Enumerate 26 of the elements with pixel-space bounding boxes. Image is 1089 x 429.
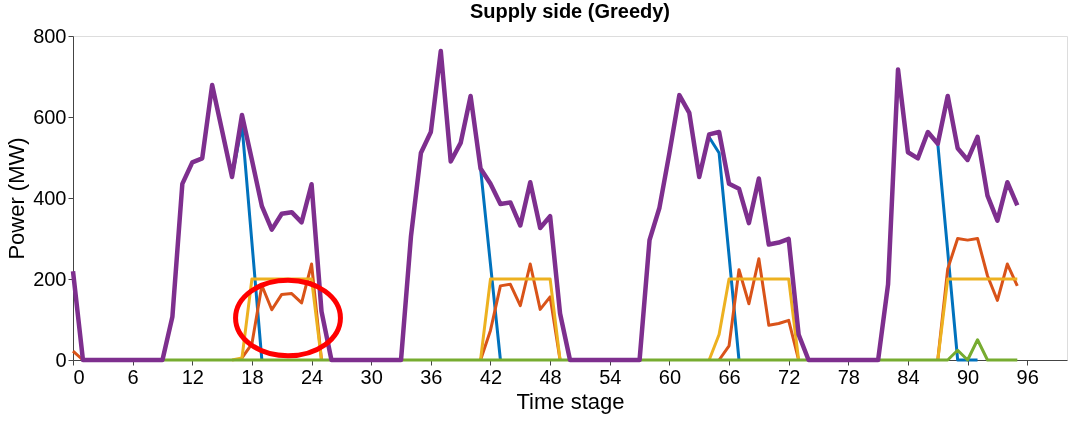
x-axis-title: Time stage	[516, 388, 625, 414]
x-tick-label: 48	[539, 365, 562, 388]
x-tick-label: 30	[360, 365, 383, 388]
x-tick-label: 6	[127, 365, 139, 388]
y-axis-title: Power (MW)	[4, 137, 30, 260]
y-tick-label: 600	[33, 105, 67, 128]
x-tick-label: 96	[1016, 365, 1039, 388]
x-tick-label: 18	[241, 365, 264, 388]
y-tick-label: 800	[33, 24, 67, 47]
x-tick-label: 54	[599, 365, 622, 388]
x-tick-label: 84	[897, 365, 920, 388]
y-tick-label: 400	[33, 186, 67, 209]
x-tick-label: 36	[420, 365, 443, 388]
x-tick-label: 0	[73, 365, 85, 388]
x-tick-label: 72	[778, 365, 801, 388]
y-tick-label: 200	[33, 267, 67, 290]
line-series	[70, 48, 1020, 363]
chart-title: Supply side (Greedy)	[469, 0, 671, 22]
x-tick-label: 66	[718, 365, 741, 388]
y-tick-label: 0	[55, 348, 67, 371]
x-tick-label: 60	[658, 365, 682, 388]
x-tick-label: 42	[479, 365, 503, 388]
x-tick-label: 12	[181, 365, 204, 388]
x-tick-label: 78	[837, 365, 860, 388]
x-tick-label: 90	[956, 365, 980, 388]
x-tick-label: 24	[300, 365, 324, 388]
